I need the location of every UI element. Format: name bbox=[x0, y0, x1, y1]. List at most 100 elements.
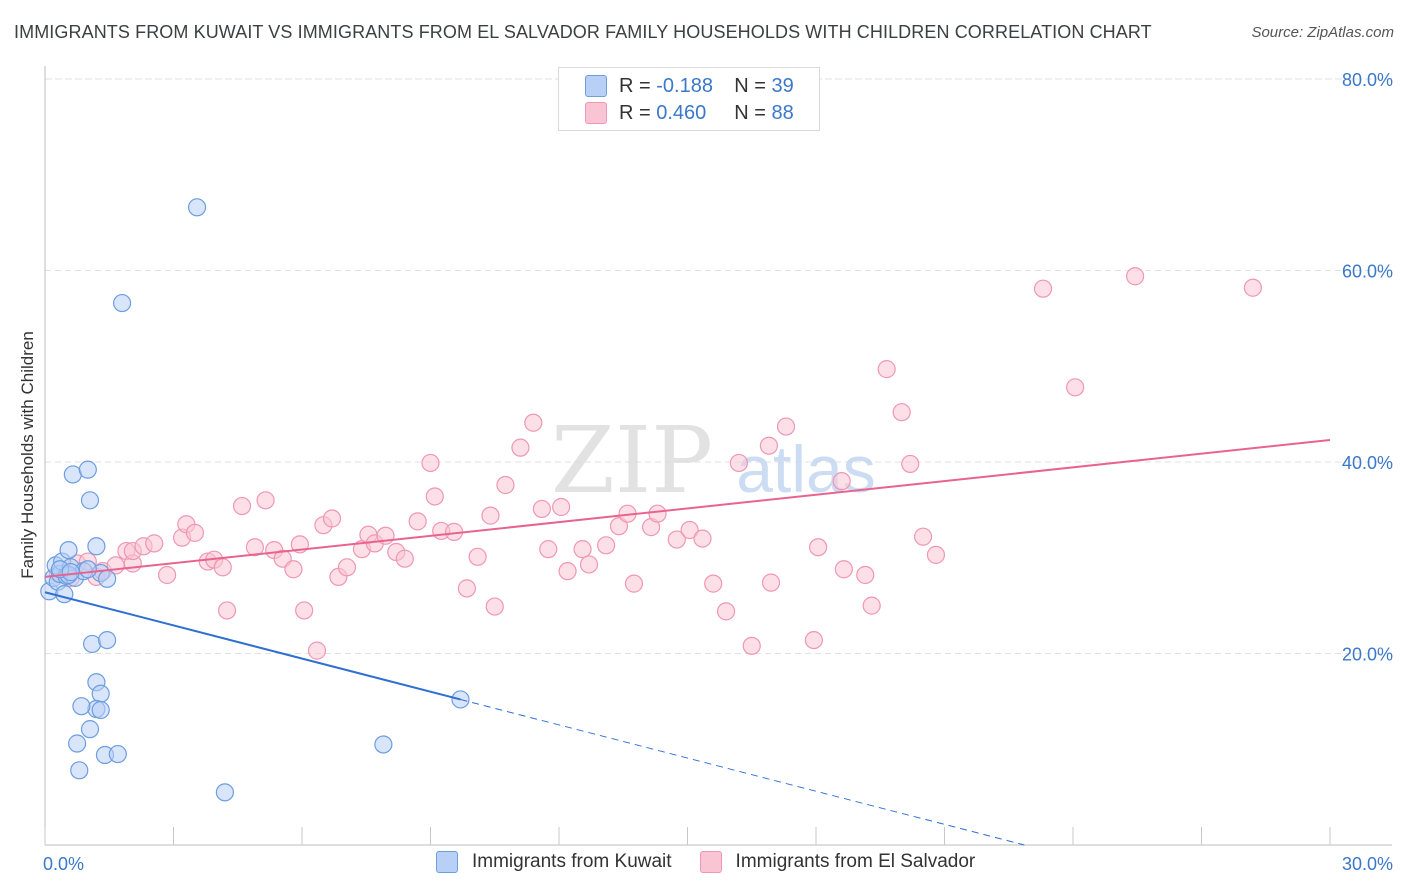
kuwait-point bbox=[63, 465, 82, 484]
salvador-legend-label: Immigrants from El Salvador bbox=[735, 851, 976, 872]
salvador-point bbox=[862, 596, 881, 615]
legend-item-salvador[interactable]: Immigrants from El Salvador bbox=[699, 851, 976, 873]
salvador-point bbox=[573, 540, 592, 559]
salvador-point bbox=[157, 565, 177, 585]
kuwait-point bbox=[80, 491, 100, 510]
salvador-n-label: N = bbox=[734, 101, 766, 124]
salvador-point bbox=[532, 499, 551, 519]
kuwait-point bbox=[374, 735, 393, 754]
kuwait-point bbox=[78, 560, 97, 579]
salvador-point bbox=[421, 453, 440, 473]
salvador-r-label: R = bbox=[619, 101, 651, 124]
kuwait-n-label: N = bbox=[734, 74, 766, 97]
salvador-point bbox=[539, 540, 558, 559]
salvador-point bbox=[609, 517, 629, 536]
salvador-point bbox=[804, 630, 823, 650]
salvador-point bbox=[877, 360, 896, 379]
y-tick-label: 60.0% bbox=[1342, 262, 1393, 282]
series-legend: Immigrants from Kuwait Immigrants from E… bbox=[436, 851, 1003, 873]
kuwait-point bbox=[98, 630, 117, 650]
kuwait-trend-line bbox=[44, 591, 461, 701]
salvador-point bbox=[552, 497, 571, 517]
salvador-r-value: 0.460 bbox=[656, 101, 707, 124]
salvador-point bbox=[579, 555, 599, 574]
salvador-point bbox=[468, 547, 487, 566]
kuwait-legend-label: Immigrants from Kuwait bbox=[472, 851, 672, 872]
salvador-point bbox=[680, 520, 699, 540]
kuwait-point bbox=[108, 744, 127, 764]
salvador-point bbox=[624, 574, 644, 593]
legend-row-salvador: R = 0.460 N = 88 bbox=[585, 100, 794, 126]
salvador-point bbox=[395, 549, 414, 568]
salvador-swatch bbox=[585, 102, 607, 124]
kuwait-trend-extension bbox=[460, 698, 1025, 846]
salvador-point bbox=[1066, 378, 1085, 397]
salvador-point bbox=[145, 534, 164, 553]
salvador-point bbox=[322, 509, 342, 528]
salvador-point bbox=[307, 641, 327, 660]
salvador-point bbox=[295, 601, 314, 620]
source-label: Source: ZipAtlas.com bbox=[1251, 24, 1394, 41]
kuwait-r-label: R = bbox=[619, 74, 651, 97]
salvador-point bbox=[834, 560, 853, 579]
salvador-point bbox=[892, 403, 911, 422]
salvador-point bbox=[926, 545, 946, 564]
salvador-point bbox=[1243, 278, 1263, 297]
salvador-point bbox=[901, 454, 920, 474]
y-tick-label: 40.0% bbox=[1342, 453, 1393, 473]
x-tick-label: 0.0% bbox=[43, 854, 84, 874]
kuwait-point bbox=[72, 697, 91, 716]
salvador-point bbox=[558, 562, 577, 581]
legend-item-kuwait[interactable]: Immigrants from Kuwait bbox=[436, 851, 672, 873]
salvador-point bbox=[667, 530, 686, 549]
salvador-point bbox=[729, 453, 749, 473]
kuwait-point bbox=[91, 684, 110, 703]
salvador-point bbox=[742, 636, 761, 655]
salvador-point bbox=[759, 436, 778, 455]
y-tick-label: 20.0% bbox=[1342, 645, 1393, 665]
kuwait-point bbox=[59, 540, 78, 560]
y-axis-label: Family Households with Children bbox=[18, 331, 37, 579]
kuwait-point bbox=[83, 634, 102, 654]
salvador-point bbox=[1033, 279, 1053, 298]
kuwait-point bbox=[98, 569, 117, 588]
salvador-point bbox=[232, 496, 252, 516]
kuwait-point bbox=[78, 460, 97, 479]
salvador-point bbox=[524, 413, 543, 432]
salvador-point bbox=[496, 475, 515, 495]
salvador-point bbox=[716, 602, 736, 621]
salvador-point bbox=[408, 512, 427, 531]
salvador-point bbox=[481, 506, 500, 525]
kuwait-r-value: -0.188 bbox=[656, 74, 713, 97]
salvador-point bbox=[1126, 267, 1145, 286]
salvador-point bbox=[213, 558, 232, 577]
watermark-atlas: atlas bbox=[736, 432, 875, 506]
salvador-point bbox=[693, 529, 712, 548]
salvador-point bbox=[913, 527, 933, 546]
salvador-point bbox=[185, 523, 205, 542]
correlation-legend: R = -0.188 N = 39 R = 0.460 N = 88 bbox=[558, 67, 820, 131]
salvador-point bbox=[457, 579, 477, 598]
salvador-point bbox=[217, 601, 237, 620]
kuwait-point bbox=[87, 537, 106, 556]
kuwait-swatch bbox=[585, 75, 607, 97]
salvador-point bbox=[648, 504, 667, 523]
salvador-legend-swatch bbox=[699, 851, 722, 873]
salvador-point bbox=[809, 538, 828, 557]
salvador-point bbox=[284, 560, 303, 579]
kuwait-point bbox=[112, 293, 132, 313]
salvador-point bbox=[425, 487, 444, 506]
salvador-trend-line bbox=[44, 438, 1331, 578]
salvador-point bbox=[245, 538, 264, 557]
kuwait-point bbox=[55, 585, 74, 604]
salvador-point bbox=[256, 491, 275, 510]
kuwait-point bbox=[68, 734, 87, 753]
salvador-n-value: 88 bbox=[771, 101, 794, 124]
salvador-point bbox=[776, 417, 796, 436]
x-tick-label: 30.0% bbox=[1342, 854, 1393, 874]
kuwait-n-value: 39 bbox=[771, 74, 794, 97]
salvador-point bbox=[761, 573, 781, 592]
legend-row-kuwait: R = -0.188 N = 39 bbox=[585, 73, 794, 99]
y-tick-label: 80.0% bbox=[1342, 70, 1393, 90]
